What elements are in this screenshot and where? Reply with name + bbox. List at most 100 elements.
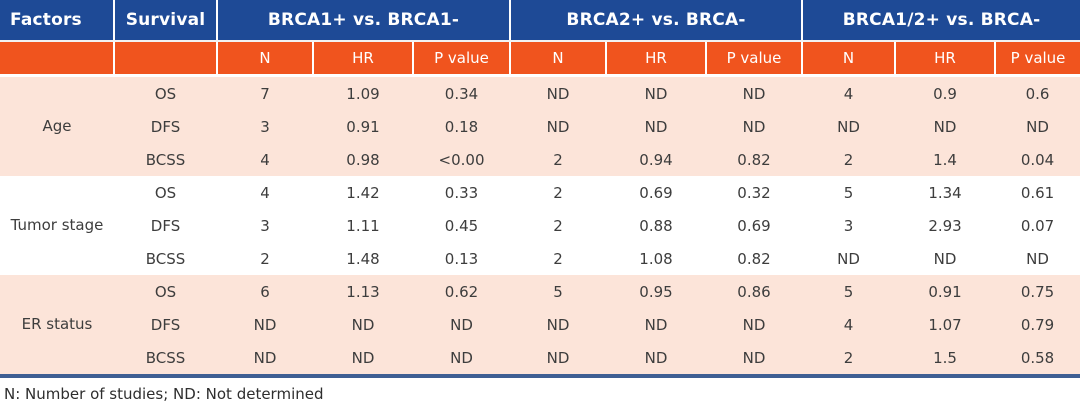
table-row: BCSS 4 0.98 <0.00 2 0.94 0.82 2 1.4 0.04 xyxy=(0,143,1080,176)
table-row: Age OS 7 1.09 0.34 ND ND ND 4 0.9 0.6 xyxy=(0,75,1080,176)
data-cell: 0.33 xyxy=(413,176,510,209)
row-group-er-status: ER status OS 6 1.13 0.62 5 0.95 0.86 5 0… xyxy=(0,275,1080,374)
data-cell: 2 xyxy=(802,143,896,176)
data-cell: ND xyxy=(995,242,1080,275)
data-cell: 3 xyxy=(802,209,896,242)
survival-cell: DFS xyxy=(114,308,217,341)
results-table: Factors Survival BRCA1+ vs. BRCA1- BRCA2… xyxy=(0,0,1080,374)
data-cell: 1.48 xyxy=(313,242,413,275)
factor-cell: Tumor stage xyxy=(0,176,114,275)
data-cell: 0.69 xyxy=(606,176,706,209)
table-row: BCSS ND ND ND ND ND ND 2 1.5 0.58 xyxy=(0,341,1080,374)
data-cell: 0.61 xyxy=(995,176,1080,209)
survival-cell: OS xyxy=(114,75,217,110)
header-factors: Factors xyxy=(0,0,115,42)
survival-cell: BCSS xyxy=(114,341,217,374)
subheader-pvalue: P value xyxy=(995,41,1080,77)
data-cell: ND xyxy=(413,341,510,374)
data-cell: 5 xyxy=(802,176,896,209)
data-cell: ND xyxy=(510,308,606,341)
row-group-age: Age OS 7 1.09 0.34 ND ND ND 4 0.9 0.6 DF… xyxy=(0,75,1080,176)
data-cell: 1.09 xyxy=(313,75,413,110)
data-cell: 0.98 xyxy=(313,143,413,176)
bottom-rule xyxy=(0,374,1080,378)
data-cell: ND xyxy=(606,308,706,341)
data-cell: 4 xyxy=(802,308,896,341)
data-cell: ND xyxy=(510,341,606,374)
survival-cell: BCSS xyxy=(114,143,217,176)
data-cell: 0.95 xyxy=(606,275,706,308)
table-header-row: Factors Survival BRCA1+ vs. BRCA1- BRCA2… xyxy=(0,0,1080,42)
data-cell: 0.94 xyxy=(606,143,706,176)
data-cell: ND xyxy=(313,341,413,374)
data-cell: 0.34 xyxy=(413,75,510,110)
table-row: DFS 3 0.91 0.18 ND ND ND ND ND ND xyxy=(0,110,1080,143)
header-survival: Survival xyxy=(114,0,218,42)
data-cell: ND xyxy=(217,308,313,341)
row-group-tumor-stage: Tumor stage OS 4 1.42 0.33 2 0.69 0.32 5… xyxy=(0,176,1080,275)
data-cell: 0.75 xyxy=(995,275,1080,308)
subheader-n: N xyxy=(802,41,897,77)
data-cell: 1.5 xyxy=(895,341,996,374)
data-cell: 0.07 xyxy=(995,209,1080,242)
data-cell: 0.62 xyxy=(413,275,510,308)
header-group-brca12: BRCA1/2+ vs. BRCA- xyxy=(802,0,1080,42)
subheader-hr: HR xyxy=(313,41,414,77)
data-cell: ND xyxy=(995,110,1080,143)
data-cell: 0.91 xyxy=(313,110,413,143)
data-cell: 2 xyxy=(510,242,606,275)
subheader-empty-factors xyxy=(0,41,115,77)
subheader-empty-survival xyxy=(114,41,218,77)
data-cell: 6 xyxy=(217,275,313,308)
data-cell: 0.82 xyxy=(706,143,803,176)
data-cell: 5 xyxy=(802,275,896,308)
data-cell: 0.18 xyxy=(413,110,510,143)
data-cell: 0.79 xyxy=(995,308,1080,341)
data-cell: 4 xyxy=(802,75,896,110)
data-cell: 3 xyxy=(217,110,313,143)
data-cell: 0.13 xyxy=(413,242,510,275)
data-cell: ND xyxy=(706,308,803,341)
data-cell: ND xyxy=(802,242,896,275)
data-cell: 2 xyxy=(510,176,606,209)
data-cell: ND xyxy=(606,341,706,374)
data-cell: ND xyxy=(217,341,313,374)
table-subheader-row: N HR P value N HR P value N HR P value xyxy=(0,41,1080,77)
data-cell: 1.07 xyxy=(895,308,996,341)
survival-cell: OS xyxy=(114,275,217,308)
data-cell: ND xyxy=(510,110,606,143)
data-cell: 0.6 xyxy=(995,75,1080,110)
data-cell: 2 xyxy=(510,143,606,176)
data-cell: 1.42 xyxy=(313,176,413,209)
table-row: DFS 3 1.11 0.45 2 0.88 0.69 3 2.93 0.07 xyxy=(0,209,1080,242)
data-cell: ND xyxy=(802,110,896,143)
subheader-n: N xyxy=(510,41,607,77)
subheader-n: N xyxy=(217,41,314,77)
data-cell: ND xyxy=(606,75,706,110)
data-cell: 1.34 xyxy=(895,176,996,209)
data-cell: 1.13 xyxy=(313,275,413,308)
survival-cell: BCSS xyxy=(114,242,217,275)
data-cell: 3 xyxy=(217,209,313,242)
data-cell: 1.11 xyxy=(313,209,413,242)
data-cell: 2 xyxy=(802,341,896,374)
data-cell: 0.82 xyxy=(706,242,803,275)
data-cell: 0.69 xyxy=(706,209,803,242)
data-cell: 7 xyxy=(217,75,313,110)
table-row: ER status OS 6 1.13 0.62 5 0.95 0.86 5 0… xyxy=(0,275,1080,374)
table-row: BCSS 2 1.48 0.13 2 1.08 0.82 ND ND ND xyxy=(0,242,1080,275)
data-cell: 1.08 xyxy=(606,242,706,275)
table-row: DFS ND ND ND ND ND ND 4 1.07 0.79 xyxy=(0,308,1080,341)
data-cell: 2.93 xyxy=(895,209,996,242)
header-group-brca2: BRCA2+ vs. BRCA- xyxy=(510,0,804,42)
table-row: Tumor stage OS 4 1.42 0.33 2 0.69 0.32 5… xyxy=(0,176,1080,275)
data-cell: 2 xyxy=(217,242,313,275)
survival-cell: DFS xyxy=(114,110,217,143)
survival-cell: DFS xyxy=(114,209,217,242)
data-cell: 5 xyxy=(510,275,606,308)
data-cell: ND xyxy=(413,308,510,341)
survival-cell: OS xyxy=(114,176,217,209)
factor-cell: ER status xyxy=(0,275,114,374)
data-cell: 2 xyxy=(510,209,606,242)
